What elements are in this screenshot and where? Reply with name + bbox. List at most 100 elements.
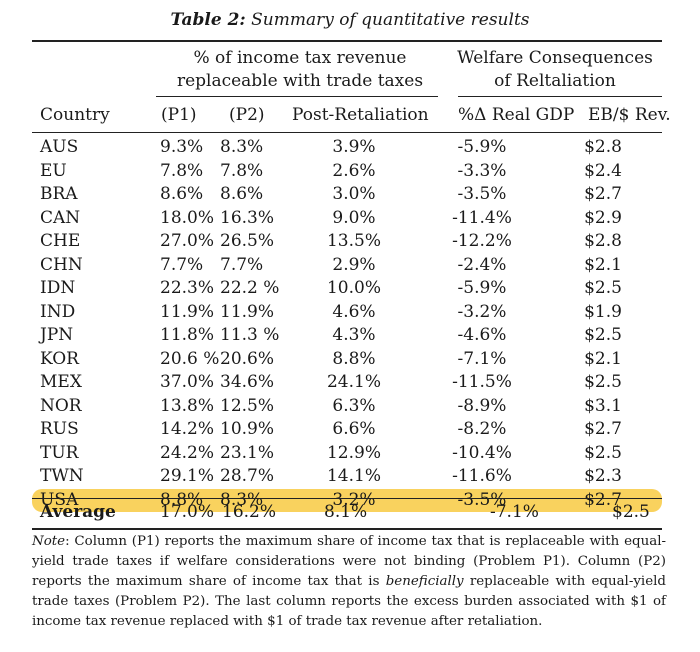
table-row: CAN 18.0% 16.3% 9.0% -11.4% $2.9 [32,207,662,231]
cell-country: IDN [40,278,76,298]
table-row: CHN 7.7% 7.7% 2.9% -2.4% $2.1 [32,254,662,278]
cell-real-gdp: -10.4% [452,442,512,463]
cell-real-gdp: -2.4% [457,254,507,275]
col-header-post-retaliation: Post-Retaliation [292,105,429,125]
group-rule-welfare [458,96,662,97]
average-p1: 17.0% [160,502,215,522]
cell-post-retaliation: 3.9% [332,137,376,157]
cell-p1: 7.7% [160,254,204,275]
cell-post-retaliation: 3.0% [332,184,376,204]
cell-p2: 7.8% [220,160,264,181]
cell-eb: $2.3 [584,466,622,486]
cell-eb: $2.8 [584,137,622,157]
cell-p1: 14.2% [160,419,215,439]
cell-real-gdp: -5.9% [457,278,507,298]
cell-real-gdp: -7.1% [457,348,507,369]
table-row: RUS 14.2% 10.9% 6.6% -8.2% $2.7 [32,418,662,442]
cell-country: USA [32,488,160,512]
table-caption: Table 2: Summary of quantitative results [0,10,700,30]
cell-p1: 7.8% [160,160,204,181]
cell-post-retaliation: 14.1% [326,466,381,486]
cell-p2: 11.9% [220,301,275,322]
cell-p1: 20.6 % [160,348,220,369]
cell-country: JPN [40,325,74,345]
col-header-p1: (P1) [161,105,197,125]
table-note: Note: Column (P1) reports the maximum sh… [32,532,666,632]
table-row: IND 11.9% 11.9% 4.6% -3.2% $1.9 [32,301,662,325]
note-text-1: : Column (P1) reports the maximum share … [32,534,666,589]
cell-country: TUR [40,442,79,463]
group-header-income-tax: % of income tax revenue replaceable with… [150,47,450,93]
cell-p1: 22.3% [160,278,215,298]
cell-post-retaliation: 13.5% [326,231,381,251]
average-p2: 16.2% [222,502,277,522]
cell-p1: 8.8% [160,488,220,512]
cell-p2: 23.1% [220,442,275,463]
cell-real-gdp: -3.5% [457,184,507,204]
average-post: 8.1% [324,502,368,522]
cell-real-gdp: -12.2% [452,231,512,251]
cell-p1: 37.0% [160,372,215,392]
cell-p2: 22.2 % [220,278,280,298]
cell-p1: 8.6% [160,184,204,204]
table-row: NOR 13.8% 12.5% 6.3% -8.9% $3.1 [32,395,662,419]
cell-real-gdp: -5.9% [457,137,507,157]
cell-p2: 26.5% [220,231,275,251]
cell-post-retaliation: 2.9% [332,254,376,275]
cell-p1: 24.2% [160,442,215,463]
average-eb: $2.5 [612,502,650,522]
cell-real-gdp: -8.2% [457,419,507,439]
cell-real-gdp: -8.9% [457,395,507,416]
group-header-welfare-line1: Welfare Consequences [457,48,653,68]
group-header-income-tax-line2: replaceable with trade taxes [176,71,424,91]
table-row: CHE 27.0% 26.5% 13.5% -12.2% $2.8 [32,230,662,254]
cell-country: EU [40,160,67,181]
table-row: BRA 8.6% 8.6% 3.0% -3.5% $2.7 [32,183,662,207]
cell-post-retaliation: 10.0% [326,278,381,298]
cell-post-retaliation: 6.3% [332,395,376,416]
cell-post-retaliation: 4.3% [332,325,376,345]
table-row: TUR 24.2% 23.1% 12.9% -10.4% $2.5 [32,442,662,466]
cell-p2: 12.5% [220,395,275,416]
cell-eb: $1.9 [584,301,622,322]
table-row: USA 8.8% 8.3% 3.2% -3.5% $2.7 [32,488,662,512]
cell-post-retaliation: 2.6% [332,160,376,181]
cell-p1: 18.0% [160,207,215,228]
cell-eb: $2.5 [584,278,622,298]
table-row: EU 7.8% 7.8% 2.6% -3.3% $2.4 [32,160,662,184]
cell-post-retaliation: 12.9% [326,442,381,463]
cell-real-gdp: -11.5% [452,372,512,392]
results-table: AUS 9.3% 8.3% 3.9% -5.9% $2.8 EU 7.8% 7.8% 2.6% -3… [32,136,662,512]
cell-p2: 20.6% [220,348,275,369]
group-rule-income-tax [156,96,438,97]
cell-eb: $2.5 [584,442,622,463]
table-row: AUS 9.3% 8.3% 3.9% -5.9% $2.8 [32,136,662,160]
cell-eb: $2.4 [584,160,622,181]
table-row: TWN 29.1% 28.7% 14.1% -11.6% $2.3 [32,465,662,489]
cell-eb: $2.1 [584,254,622,275]
cell-country: KOR [40,348,79,369]
group-header-welfare: Welfare Consequences of Reltaliation [450,47,660,93]
cell-country: CAN [40,207,81,228]
cell-real-gdp: -3.5% [420,488,544,512]
caption-title: Summary of quantitative results [251,10,530,30]
cell-post-retaliation: 4.6% [332,301,376,322]
col-header-country: Country [40,105,110,125]
cell-country: BRA [40,184,78,204]
cell-post-retaliation: 8.8% [332,348,376,369]
cell-country: MEX [40,372,82,392]
note-emphasis: beneficially [385,574,464,589]
cell-eb: $2.7 [544,488,662,512]
col-header-eb: EB/$ Rev. [588,105,671,125]
cell-p1: 13.8% [160,395,215,416]
cell-p2: 11.3 % [220,325,280,345]
cell-p1: 11.8% [160,325,215,345]
cell-p1: 9.3% [160,137,204,157]
cell-p2: 8.6% [220,184,264,204]
cell-post-retaliation: 24.1% [326,372,381,392]
note-text-2: replaceable with equal-yield trade taxes… [32,574,666,629]
cell-p1: 11.9% [160,301,215,322]
cell-eb: $2.1 [584,348,622,369]
cell-country: IND [40,301,76,322]
cell-country: CHN [40,254,83,275]
